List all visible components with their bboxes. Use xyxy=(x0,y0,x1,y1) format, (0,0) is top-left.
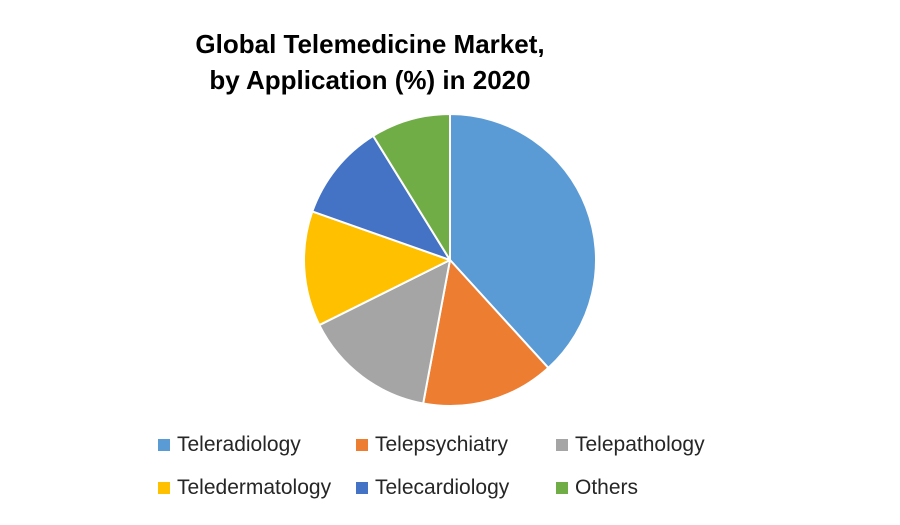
legend-item-teleradiology: Teleradiology xyxy=(158,433,356,456)
legend-item-others: Others xyxy=(556,476,756,499)
pie-slices xyxy=(303,113,598,407)
legend-swatch-telepathology xyxy=(556,439,568,451)
legend-label-teledermatology: Teledermatology xyxy=(177,476,332,499)
legend-swatch-others xyxy=(556,482,568,494)
pie-slice-teleradiology xyxy=(449,113,598,369)
pie-slice-telecardiology xyxy=(311,134,451,261)
legend-label-telepathology: Telepathology xyxy=(575,433,705,456)
legend-label-others: Others xyxy=(575,476,639,499)
legend-swatch-teleradiology xyxy=(158,439,170,451)
pie-slice-others xyxy=(372,113,451,261)
chart-title-line-1: Global Telemedicine Market, xyxy=(195,29,545,59)
legend-swatch-telepsychiatry xyxy=(356,439,368,451)
legend-item-telepathology: Telepathology xyxy=(556,433,756,456)
chart-title: Global Telemedicine Market, by Applicati… xyxy=(160,26,580,98)
legend-swatch-teledermatology xyxy=(158,482,170,494)
chart-legend: Teleradiology Telepsychiatry Telepatholo… xyxy=(158,433,758,499)
legend-label-teleradiology: Teleradiology xyxy=(177,433,301,456)
pie-slice-telepathology xyxy=(318,259,451,405)
legend-item-telecardiology: Telecardiology xyxy=(356,476,556,499)
legend-item-teledermatology: Teledermatology xyxy=(158,476,356,499)
pie-slice-teledermatology xyxy=(303,210,451,327)
legend-label-telecardiology: Telecardiology xyxy=(375,476,510,499)
legend-label-telepsychiatry: Telepsychiatry xyxy=(375,433,509,456)
pie-slice-telepsychiatry xyxy=(422,259,550,407)
legend-item-telepsychiatry: Telepsychiatry xyxy=(356,433,556,456)
legend-swatch-telecardiology xyxy=(356,482,368,494)
chart-title-line-2: by Application (%) in 2020 xyxy=(209,65,531,95)
